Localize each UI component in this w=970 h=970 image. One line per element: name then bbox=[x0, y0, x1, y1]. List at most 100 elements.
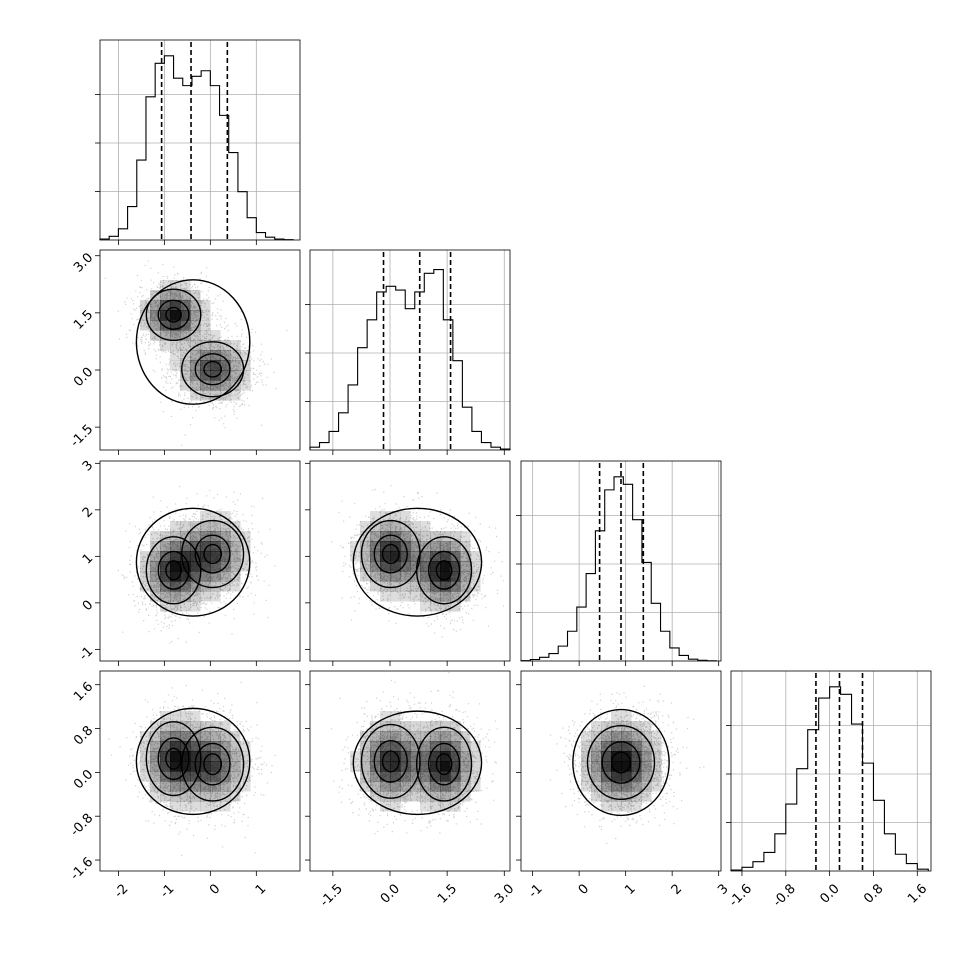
density-cell bbox=[190, 711, 201, 722]
density-cell bbox=[380, 511, 391, 522]
density-cell bbox=[430, 531, 441, 542]
density-cell bbox=[210, 561, 221, 572]
density-cell bbox=[440, 791, 451, 802]
density-cell bbox=[651, 731, 662, 742]
contour-line bbox=[157, 737, 190, 781]
density-cell bbox=[601, 751, 612, 762]
density-cell bbox=[200, 511, 211, 522]
contour-line bbox=[352, 710, 483, 816]
contour-line bbox=[373, 534, 408, 574]
density-cell bbox=[150, 320, 161, 331]
density-cell bbox=[460, 761, 471, 772]
density-cell bbox=[190, 571, 201, 582]
y-tick-label: 1.6 bbox=[71, 679, 96, 704]
density-cell bbox=[170, 310, 181, 321]
y-tick-label: 0.8 bbox=[71, 723, 96, 748]
density-cell bbox=[190, 771, 201, 782]
density-cell bbox=[390, 751, 401, 762]
density-cell bbox=[170, 521, 181, 532]
density-cell bbox=[200, 340, 211, 351]
density-cell bbox=[200, 320, 211, 331]
density-cell bbox=[460, 541, 471, 552]
density-cell bbox=[430, 801, 441, 812]
density-cell bbox=[220, 541, 231, 552]
density-cell bbox=[170, 801, 181, 812]
density-cell bbox=[220, 340, 231, 351]
density-cell bbox=[651, 761, 662, 772]
y-tick-label: -1.6 bbox=[68, 855, 97, 884]
density-cell bbox=[450, 581, 461, 592]
density-cell bbox=[390, 771, 401, 782]
density-cell bbox=[190, 791, 201, 802]
x-tick-label: -0.8 bbox=[770, 881, 799, 910]
density-cell bbox=[420, 571, 431, 582]
y-tick-label: 3.0 bbox=[71, 250, 96, 275]
density-cell bbox=[230, 551, 241, 562]
density-cell bbox=[360, 771, 371, 782]
density-cell bbox=[410, 561, 421, 572]
density-cell bbox=[160, 741, 171, 752]
density-cell bbox=[180, 571, 191, 582]
density-cell bbox=[160, 601, 171, 612]
x-tick-label: 1 bbox=[622, 881, 638, 897]
density-cell bbox=[150, 751, 161, 762]
density-cell bbox=[440, 741, 451, 752]
density-cell bbox=[450, 741, 461, 752]
contour-line bbox=[165, 306, 182, 323]
density-cell bbox=[200, 330, 211, 341]
density-cell bbox=[400, 781, 411, 792]
density-cell bbox=[200, 551, 211, 562]
density-cell bbox=[150, 300, 161, 311]
density-cell bbox=[210, 751, 221, 762]
density-cell bbox=[220, 751, 231, 762]
density-cell bbox=[380, 591, 391, 602]
density-cell bbox=[150, 581, 161, 592]
density-cell bbox=[360, 751, 371, 762]
density-cell bbox=[621, 791, 632, 802]
density-cell bbox=[180, 771, 191, 782]
density-cell bbox=[470, 741, 481, 752]
density-cell bbox=[170, 781, 181, 792]
density-cell bbox=[200, 541, 211, 552]
density-cell bbox=[400, 741, 411, 752]
density-cell bbox=[440, 551, 451, 562]
density-cell bbox=[440, 561, 451, 572]
density-cell bbox=[200, 521, 211, 532]
density-cell bbox=[170, 751, 181, 762]
y-tick-label: 3 bbox=[80, 458, 96, 474]
density-cell bbox=[170, 320, 181, 331]
density-cell bbox=[220, 721, 231, 732]
density-cell bbox=[581, 761, 592, 772]
density-cell bbox=[440, 761, 451, 772]
density-cell bbox=[150, 330, 161, 341]
density-cell bbox=[190, 390, 201, 401]
contour-line bbox=[145, 288, 202, 342]
density-cell bbox=[460, 791, 471, 802]
density-panel-4-1 bbox=[95, 670, 301, 876]
density-cell bbox=[420, 521, 431, 532]
density-cell bbox=[160, 731, 171, 742]
density-cell bbox=[160, 791, 171, 802]
density-cell bbox=[170, 601, 181, 612]
density-cell bbox=[430, 731, 441, 742]
density-cell bbox=[410, 571, 421, 582]
density-cell bbox=[440, 751, 451, 762]
density-cell bbox=[380, 781, 391, 792]
density-cell bbox=[180, 791, 191, 802]
density-cell bbox=[210, 350, 221, 361]
density-cell bbox=[230, 531, 241, 542]
density-cell bbox=[210, 370, 221, 381]
contour-line bbox=[203, 543, 223, 565]
density-cell bbox=[230, 751, 241, 762]
density-cell bbox=[140, 300, 151, 311]
density-cell bbox=[410, 751, 421, 762]
density-cell bbox=[440, 731, 451, 742]
density-cell bbox=[400, 591, 411, 602]
density-cell bbox=[190, 330, 201, 341]
density-cell bbox=[470, 751, 481, 762]
density-cell bbox=[190, 531, 201, 542]
density-panel-2-1 bbox=[95, 249, 301, 455]
density-cell bbox=[470, 761, 481, 772]
density-cell bbox=[140, 561, 151, 572]
